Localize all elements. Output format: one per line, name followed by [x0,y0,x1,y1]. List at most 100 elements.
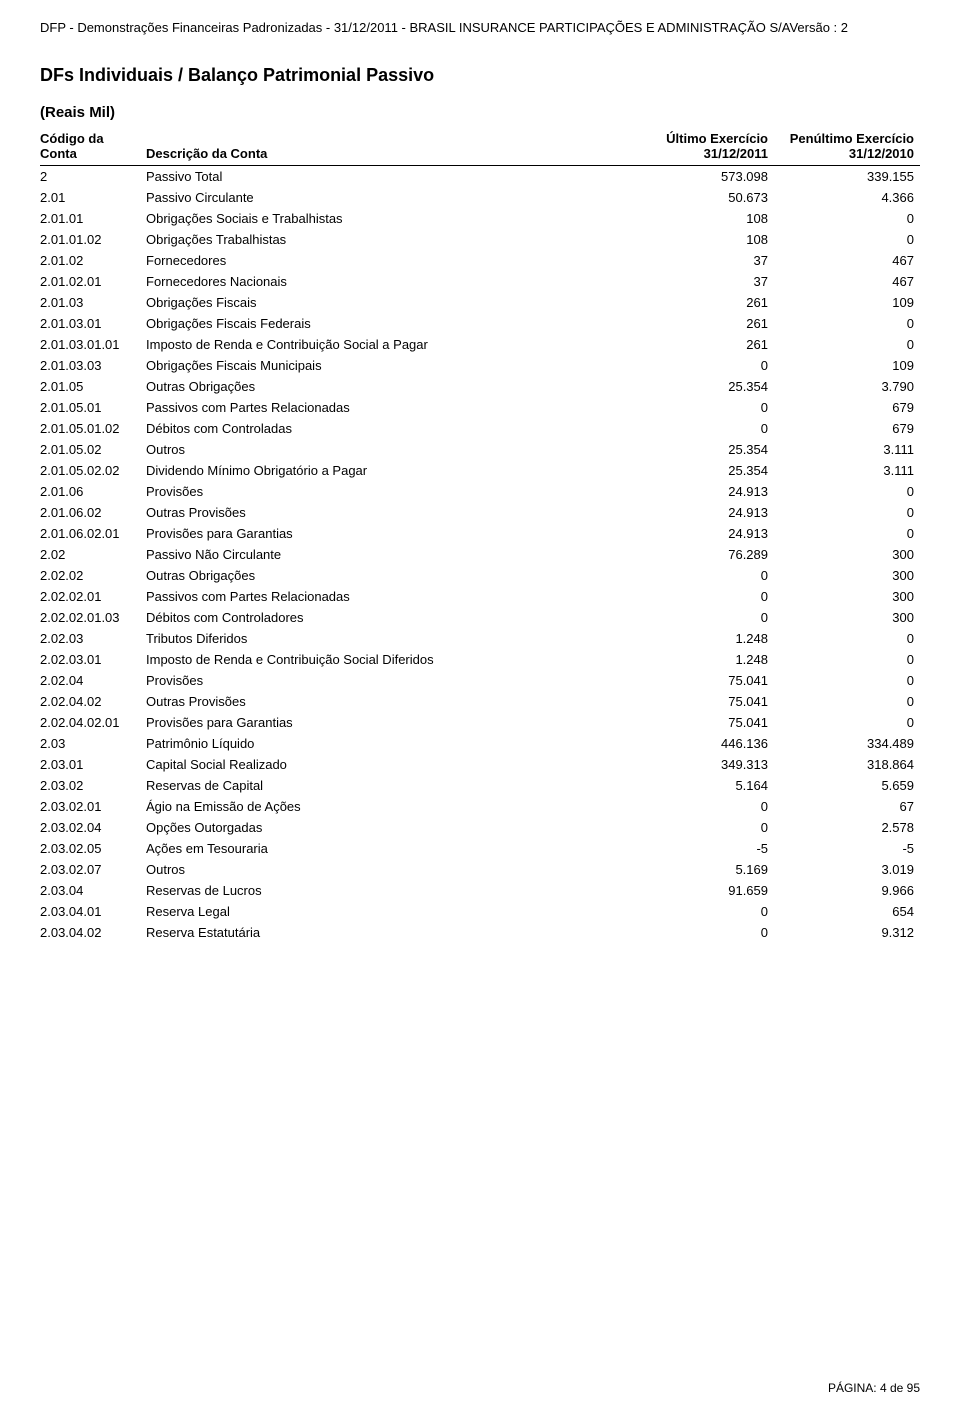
cell-v2: 3.111 [774,439,920,460]
cell-desc: Provisões para Garantias [146,712,628,733]
cell-desc: Reserva Estatutária [146,922,628,943]
cell-v2: 0 [774,523,920,544]
cell-code: 2.01 [40,187,146,208]
page-footer: PÁGINA: 4 de 95 [828,1381,920,1395]
cell-v1: 76.289 [628,544,774,565]
cell-code: 2.02.04.02 [40,691,146,712]
cell-desc: Reserva Legal [146,901,628,922]
cell-desc: Obrigações Sociais e Trabalhistas [146,208,628,229]
cell-desc: Reservas de Lucros [146,880,628,901]
cell-v2: 679 [774,418,920,439]
subtitle: (Reais Mil) [40,104,920,121]
cell-v1: 1.248 [628,649,774,670]
cell-v2: 300 [774,565,920,586]
cell-desc: Débitos com Controladas [146,418,628,439]
col-header-code: Código da Conta [40,127,146,166]
cell-v1: 0 [628,901,774,922]
cell-code: 2.03.02.04 [40,817,146,838]
cell-code: 2.02.04.02.01 [40,712,146,733]
cell-v2: 0 [774,628,920,649]
table-row: 2.02.02.01Passivos com Partes Relacionad… [40,586,920,607]
cell-v2: 4.366 [774,187,920,208]
table-row: 2.01.03Obrigações Fiscais261109 [40,292,920,313]
cell-v2: 0 [774,313,920,334]
section-title: DFs Individuais / Balanço Patrimonial Pa… [40,65,920,86]
cell-v1: -5 [628,838,774,859]
table-row: 2.01.03.03Obrigações Fiscais Municipais0… [40,355,920,376]
table-row: 2.03.02.05Ações em Tesouraria-5-5 [40,838,920,859]
table-row: 2.01.06.02Outras Provisões24.9130 [40,502,920,523]
table-row: 2.01.06Provisões24.9130 [40,481,920,502]
doc-header-right: Versão : 2 [789,20,848,35]
cell-code: 2.01.06 [40,481,146,502]
cell-code: 2.02 [40,544,146,565]
cell-v2: 3.111 [774,460,920,481]
cell-v2: 654 [774,901,920,922]
cell-v2: 5.659 [774,775,920,796]
cell-v2: 67 [774,796,920,817]
cell-v1: 37 [628,250,774,271]
doc-header-left: DFP - Demonstrações Financeiras Padroniz… [40,20,789,35]
col-header-v1-l2: 31/12/2011 [704,146,768,161]
cell-desc: Passivos com Partes Relacionadas [146,586,628,607]
table-row: 2.02.04.02.01Provisões para Garantias75.… [40,712,920,733]
table-row: 2.03Patrimônio Líquido446.136334.489 [40,733,920,754]
cell-code: 2.01.02.01 [40,271,146,292]
table-row: 2.01.06.02.01Provisões para Garantias24.… [40,523,920,544]
cell-v2: 300 [774,586,920,607]
cell-code: 2.03.02.07 [40,859,146,880]
cell-v1: 0 [628,355,774,376]
cell-v1: 24.913 [628,523,774,544]
cell-v1: 75.041 [628,712,774,733]
cell-v1: 25.354 [628,460,774,481]
table-row: 2.01.05.02.02Dividendo Mínimo Obrigatóri… [40,460,920,481]
cell-code: 2.03.04.01 [40,901,146,922]
cell-desc: Ações em Tesouraria [146,838,628,859]
col-header-code-l1: Código da [40,131,104,146]
cell-code: 2.03.04.02 [40,922,146,943]
table-row: 2Passivo Total573.098339.155 [40,166,920,188]
cell-v2: 0 [774,691,920,712]
cell-desc: Débitos com Controladores [146,607,628,628]
cell-code: 2.03.04 [40,880,146,901]
cell-desc: Obrigações Fiscais [146,292,628,313]
col-header-v1-l1: Último Exercício [666,131,768,146]
cell-code: 2.01.03.03 [40,355,146,376]
cell-v2: 300 [774,544,920,565]
cell-code: 2 [40,166,146,188]
cell-desc: Fornecedores Nacionais [146,271,628,292]
cell-desc: Imposto de Renda e Contribuição Social D… [146,649,628,670]
table-row: 2.01.03.01Obrigações Fiscais Federais261… [40,313,920,334]
table-row: 2.02.04Provisões75.0410 [40,670,920,691]
cell-v1: 75.041 [628,670,774,691]
cell-code: 2.01.05.02 [40,439,146,460]
table-row: 2.03.02.01Ágio na Emissão de Ações067 [40,796,920,817]
table-row: 2.01.02.01Fornecedores Nacionais37467 [40,271,920,292]
cell-v2: 0 [774,712,920,733]
cell-code: 2.01.03.01.01 [40,334,146,355]
cell-desc: Outras Obrigações [146,565,628,586]
cell-v1: 37 [628,271,774,292]
cell-v2: -5 [774,838,920,859]
cell-v1: 5.164 [628,775,774,796]
cell-v2: 0 [774,208,920,229]
cell-v2: 109 [774,355,920,376]
table-row: 2.02Passivo Não Circulante76.289300 [40,544,920,565]
cell-code: 2.01.05 [40,376,146,397]
cell-code: 2.03.02.01 [40,796,146,817]
cell-code: 2.01.05.01.02 [40,418,146,439]
cell-desc: Outros [146,439,628,460]
table-row: 2.02.02Outras Obrigações0300 [40,565,920,586]
cell-v1: 91.659 [628,880,774,901]
cell-v2: 467 [774,250,920,271]
table-row: 2.03.04Reservas de Lucros91.6599.966 [40,880,920,901]
table-body: 2Passivo Total573.098339.1552.01Passivo … [40,166,920,944]
cell-v1: 0 [628,817,774,838]
financial-table: Código da Conta Descrição da Conta Últim… [40,127,920,943]
cell-v2: 109 [774,292,920,313]
col-header-desc: Descrição da Conta [146,127,628,166]
table-row: 2.01Passivo Circulante50.6734.366 [40,187,920,208]
table-row: 2.03.02.04Opções Outorgadas02.578 [40,817,920,838]
cell-desc: Dividendo Mínimo Obrigatório a Pagar [146,460,628,481]
cell-desc: Ágio na Emissão de Ações [146,796,628,817]
